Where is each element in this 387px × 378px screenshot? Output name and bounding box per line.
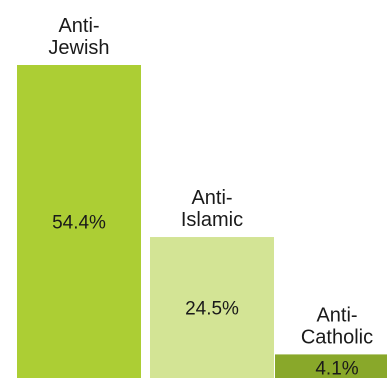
category-label-anti-islamic: Anti-Islamic [181, 187, 243, 231]
category-label-anti-catholic: Anti-Catholic [301, 304, 373, 348]
bar-anti-islamic [150, 237, 274, 378]
value-label-anti-islamic: 24.5% [185, 299, 239, 320]
value-label-anti-jewish: 54.4% [52, 213, 106, 234]
category-label-anti-jewish: Anti-Jewish [48, 15, 109, 59]
value-label-anti-catholic: 4.1% [315, 358, 358, 378]
bar-anti-catholic [275, 354, 387, 378]
bar-anti-jewish [17, 65, 141, 378]
